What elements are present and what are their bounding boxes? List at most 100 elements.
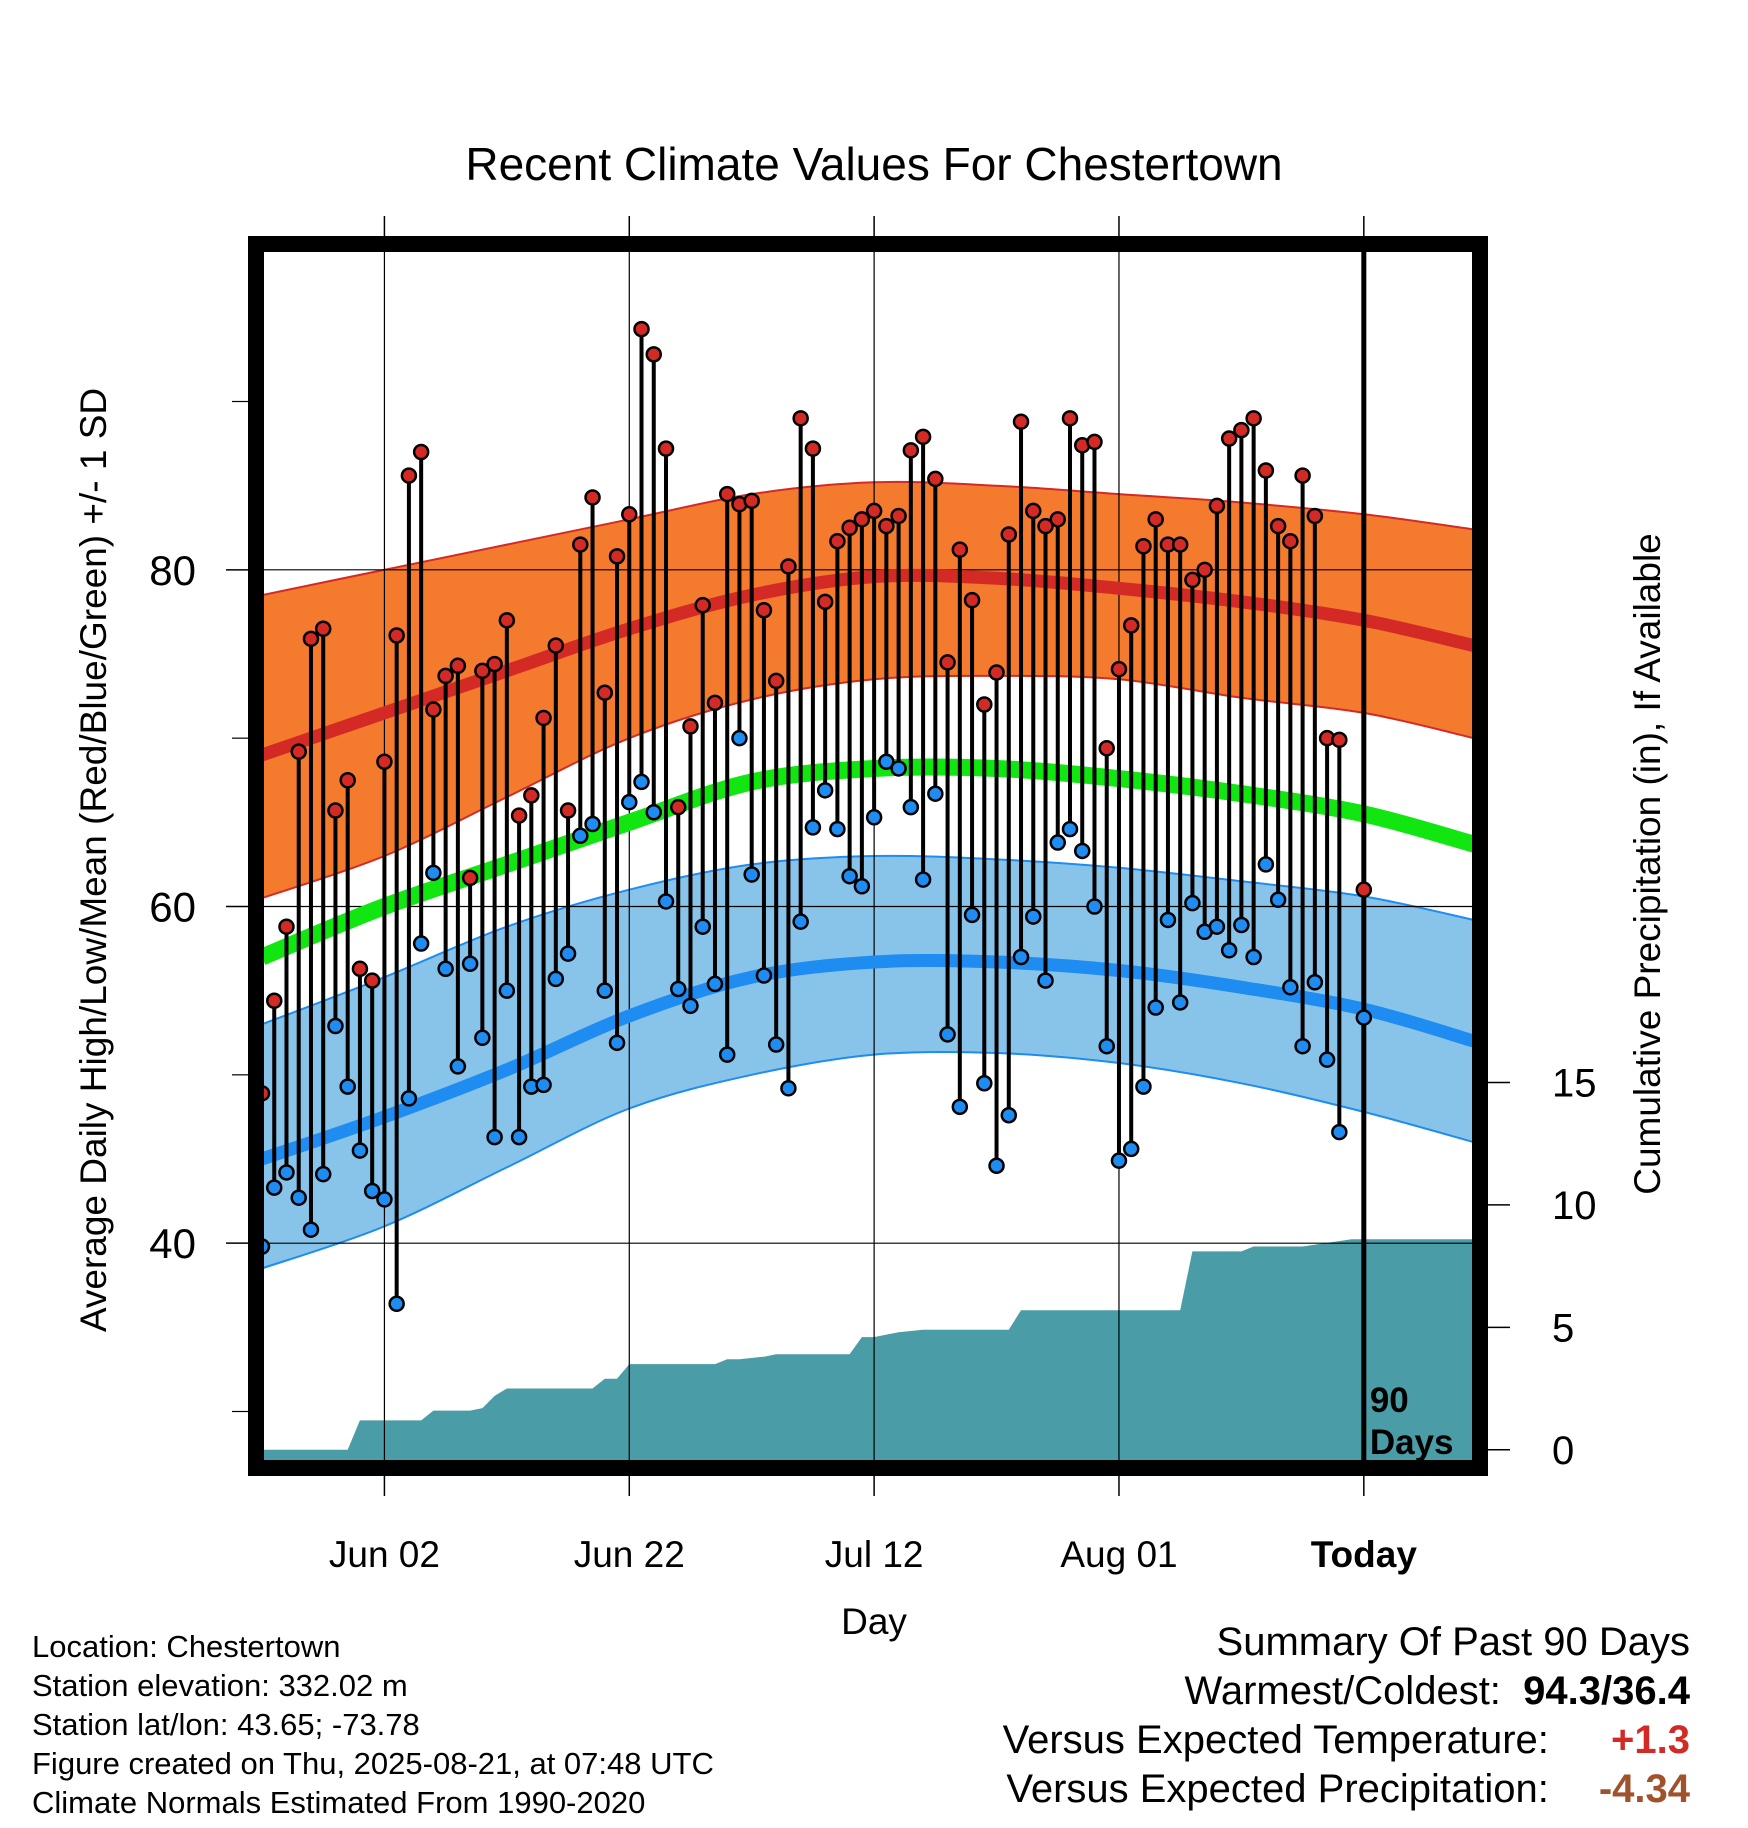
warm-cold-row: Warmest/Coldest: 94.3/36.4 <box>1003 1667 1690 1716</box>
low-point <box>1355 1009 1373 1026</box>
high-point <box>792 410 809 427</box>
high-point <box>1122 617 1140 634</box>
high-point <box>1110 660 1128 678</box>
high-point <box>621 506 638 523</box>
low-point <box>792 913 809 930</box>
high-point <box>804 440 822 457</box>
low-point <box>314 1165 332 1183</box>
low-point <box>988 1157 1005 1174</box>
high-point <box>890 507 907 525</box>
high-point <box>314 620 332 637</box>
low-point <box>682 997 699 1015</box>
high-point <box>461 869 479 887</box>
y-axis-left-label: Average Daily High/Low/Mean (Red/Blue/Gr… <box>73 388 114 1332</box>
low-point <box>853 878 871 895</box>
low-point <box>1037 972 1054 989</box>
low-point <box>731 729 748 747</box>
low-point <box>1220 942 1238 959</box>
low-point <box>816 782 834 799</box>
chart-title: Recent Climate Values For Chestertown <box>465 138 1282 190</box>
low-point <box>437 960 454 978</box>
low-point <box>510 1128 528 1146</box>
high-point <box>412 443 430 461</box>
high-point <box>265 992 283 1010</box>
x-tick-label: Jul 12 <box>825 1534 924 1575</box>
precip-anomaly-label: Versus Expected Precipitation: <box>1006 1767 1549 1811</box>
low-point <box>621 793 638 811</box>
high-point <box>780 558 797 575</box>
high-point <box>633 320 650 338</box>
low-point <box>1073 842 1091 860</box>
high-point <box>816 593 834 611</box>
low-point <box>1331 1123 1348 1141</box>
temp-anomaly-label: Versus Expected Temperature: <box>1002 1718 1549 1762</box>
low-point <box>1025 908 1042 925</box>
low-point <box>976 1075 993 1092</box>
low-point <box>486 1128 503 1146</box>
high-point <box>1086 433 1103 451</box>
low-point <box>449 1058 467 1075</box>
high-point <box>1331 731 1348 749</box>
high-point <box>1098 740 1115 757</box>
plot-area <box>262 250 1474 1462</box>
low-point <box>804 819 822 836</box>
today-window-label-2: Days <box>1370 1423 1454 1462</box>
low-point <box>412 935 430 952</box>
low-point <box>1000 1106 1018 1124</box>
warm-cold-label: Warmest/Coldest: <box>1184 1669 1501 1713</box>
x-tick-label: Today <box>1311 1534 1418 1575</box>
high-point <box>976 696 993 713</box>
high-point <box>1196 561 1213 579</box>
high-point <box>1282 532 1299 550</box>
high-point <box>608 548 626 565</box>
high-point <box>437 667 454 685</box>
precip-area <box>262 1239 1474 1462</box>
y-left-tick-label: 80 <box>149 547 196 594</box>
low-point <box>1061 820 1079 838</box>
high-point <box>1294 467 1311 484</box>
high-point <box>1037 517 1054 535</box>
low-point <box>767 1036 785 1053</box>
high-point <box>988 664 1005 681</box>
low-point <box>559 945 577 962</box>
high-point <box>302 630 320 648</box>
low-point <box>461 955 479 972</box>
low-point <box>1086 898 1103 915</box>
high-point <box>559 802 577 819</box>
high-point <box>278 918 295 935</box>
normals-text: Climate Normals Estimated From 1990-2020 <box>32 1785 646 1820</box>
low-point <box>376 1191 393 1208</box>
low-point <box>939 1026 956 1043</box>
low-point <box>302 1221 320 1238</box>
low-point <box>657 893 675 910</box>
low-point <box>1147 999 1164 1016</box>
high-point <box>339 772 356 789</box>
high-point <box>1049 511 1067 528</box>
location-text: Location: Chestertown <box>32 1629 341 1664</box>
high-point <box>865 502 883 520</box>
low-point <box>718 1046 736 1063</box>
low-point <box>388 1295 405 1313</box>
low-point <box>535 1076 552 1094</box>
high-point <box>596 684 614 701</box>
coldest-value: 36.4 <box>1612 1669 1690 1713</box>
low-point <box>669 980 687 998</box>
summary-panel: Summary Of Past 90 Days Warmest/Coldest:… <box>1003 1618 1690 1814</box>
low-point <box>351 1142 369 1159</box>
high-point <box>1184 571 1201 589</box>
plot-frame <box>248 236 1488 1476</box>
high-point <box>290 743 307 760</box>
high-point <box>743 492 760 510</box>
high-point <box>1061 410 1079 427</box>
warmest-value: 94.3 <box>1523 1669 1602 1713</box>
low-point <box>1049 834 1067 851</box>
low-point <box>633 773 650 791</box>
high-point <box>363 972 381 989</box>
low-point <box>1282 979 1299 996</box>
low-point <box>327 1017 344 1035</box>
low-point <box>694 918 711 935</box>
high-point <box>351 960 369 978</box>
low-point <box>608 1034 626 1052</box>
high-point <box>718 485 736 503</box>
low-point <box>890 760 907 777</box>
